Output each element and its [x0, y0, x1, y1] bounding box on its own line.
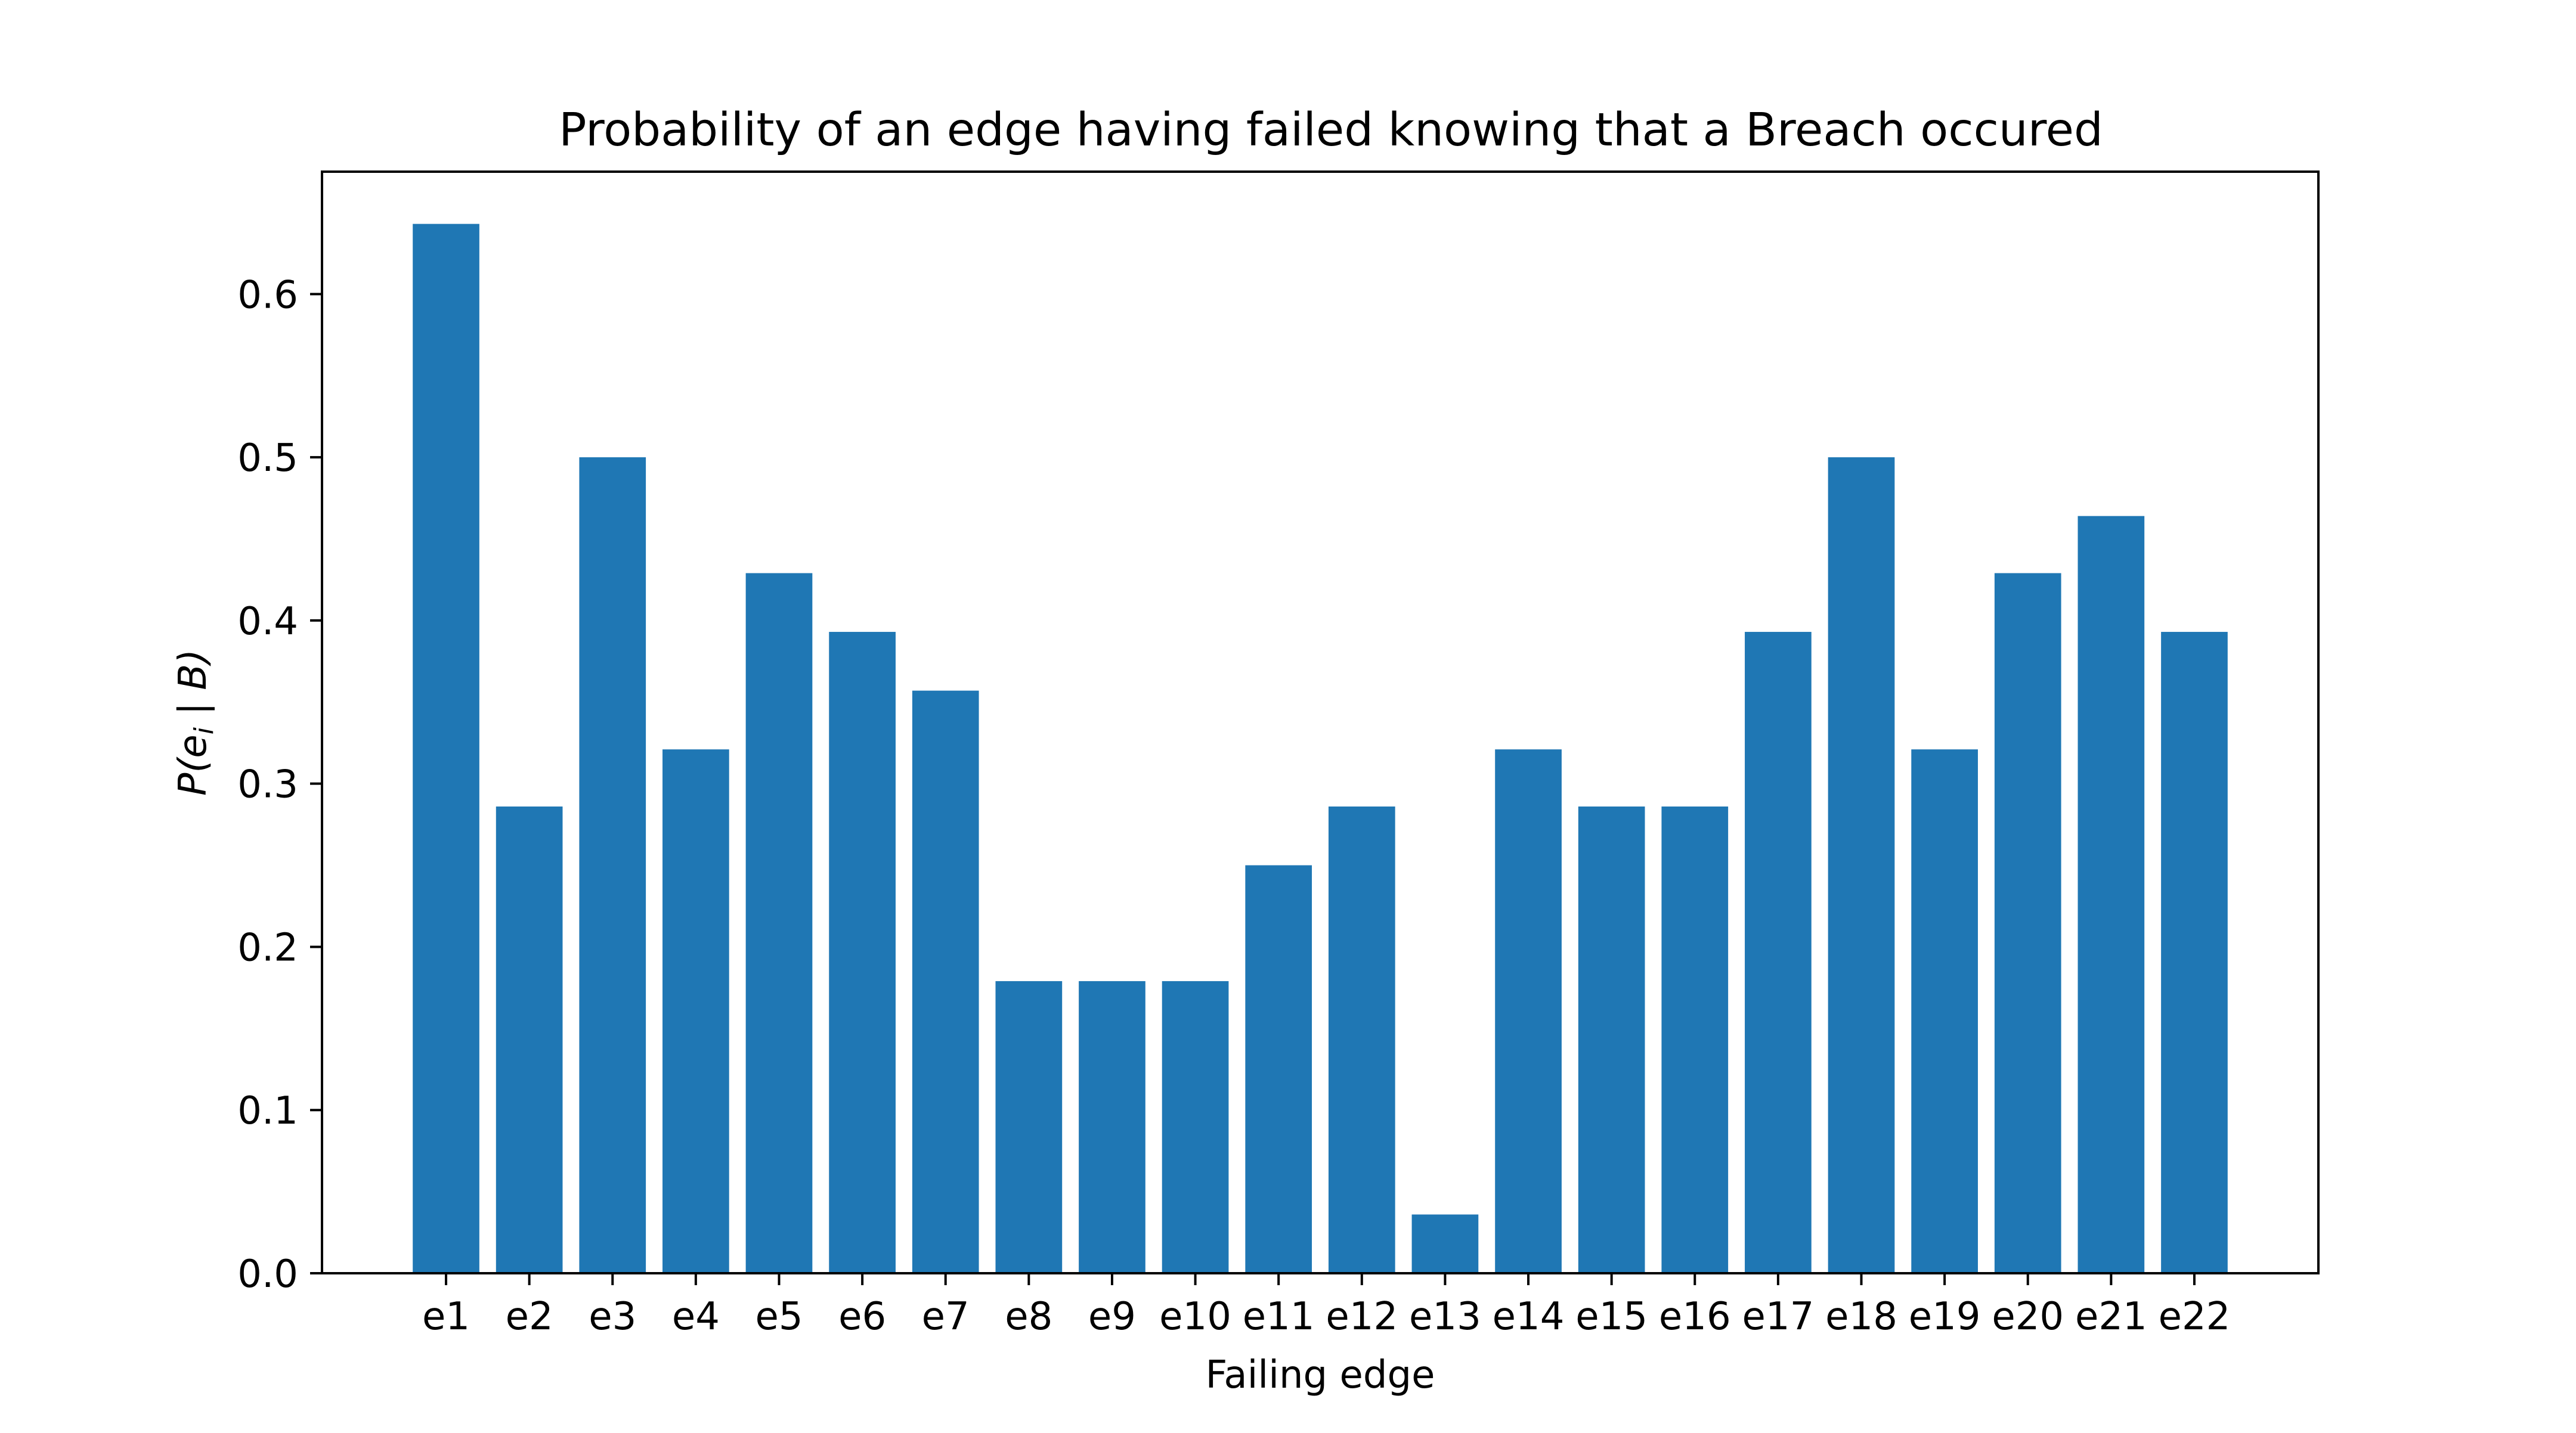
- bar-e14: [1495, 749, 1562, 1273]
- y-tick-label-0.5: 0.5: [237, 436, 298, 480]
- x-tick-label-e13: e13: [1409, 1295, 1481, 1339]
- x-ticks-group: e1 e2 e3 e4 e5 e6 e7 e8 e9 e10 e11 e12 e13 e14 e15 e16 e…: [422, 1273, 2230, 1339]
- bar-e7: [912, 690, 979, 1273]
- y-axis-label-subscript: i: [189, 727, 219, 734]
- bar-e3: [579, 457, 646, 1273]
- x-tick-label-e3: e3: [589, 1295, 636, 1339]
- bar-e4: [662, 749, 729, 1273]
- bar-e15: [1578, 806, 1645, 1273]
- bar-e20: [1994, 573, 2061, 1273]
- x-tick-label-e11: e11: [1243, 1295, 1315, 1339]
- bar-e21: [2077, 516, 2145, 1273]
- x-tick-label-e2: e2: [506, 1295, 553, 1339]
- x-axis-label: Failing edge: [1205, 1353, 1435, 1397]
- bar-e22: [2161, 632, 2228, 1273]
- x-tick-label-e21: e21: [2075, 1295, 2147, 1339]
- x-tick-label-e18: e18: [1825, 1295, 1897, 1339]
- x-tick-label-e6: e6: [838, 1295, 886, 1339]
- chart-title: Probability of an edge having failed kno…: [559, 104, 2103, 157]
- bar-e8: [995, 981, 1063, 1273]
- x-tick-label-e20: e20: [1992, 1295, 2064, 1339]
- x-tick-label-e22: e22: [2159, 1295, 2231, 1339]
- x-tick-label-e1: e1: [422, 1295, 470, 1339]
- x-tick-label-e8: e8: [1005, 1295, 1052, 1339]
- x-tick-label-e10: e10: [1159, 1295, 1231, 1339]
- x-tick-label-e4: e4: [672, 1295, 720, 1339]
- x-tick-label-e5: e5: [755, 1295, 803, 1339]
- x-tick-label-e7: e7: [922, 1295, 970, 1339]
- x-tick-label-e16: e16: [1659, 1295, 1731, 1339]
- bar-e12: [1328, 806, 1395, 1273]
- y-tick-label-0.2: 0.2: [237, 926, 298, 970]
- bar-e16: [1661, 806, 1729, 1273]
- x-tick-label-e9: e9: [1088, 1295, 1136, 1339]
- bars-group: [413, 224, 2228, 1273]
- bar-e19: [1911, 749, 1978, 1273]
- bar-e9: [1079, 981, 1145, 1273]
- bar-e2: [496, 806, 563, 1273]
- y-axis-label-suffix: | B): [171, 649, 215, 727]
- x-tick-label-e12: e12: [1326, 1295, 1398, 1339]
- bar-e10: [1162, 981, 1229, 1273]
- x-tick-label-e15: e15: [1575, 1295, 1648, 1339]
- y-tick-label-0.3: 0.3: [237, 763, 298, 807]
- bar-e6: [829, 632, 896, 1273]
- y-tick-label-0.1: 0.1: [237, 1089, 298, 1133]
- x-tick-label-e14: e14: [1493, 1295, 1565, 1339]
- y-ticks-group: 0.0 0.1 0.2 0.3 0.4 0.5 0.6: [237, 273, 322, 1296]
- y-tick-label-0.4: 0.4: [237, 600, 298, 644]
- bar-e11: [1245, 865, 1312, 1273]
- x-tick-label-e17: e17: [1742, 1295, 1814, 1339]
- y-axis-label: P(ei | B): [171, 649, 219, 796]
- y-axis-label-prefix: P(e: [171, 734, 215, 796]
- bar-e1: [413, 224, 479, 1273]
- bar-e17: [1745, 632, 1812, 1273]
- x-tick-label-e19: e19: [1909, 1295, 1981, 1339]
- y-tick-label-0.0: 0.0: [237, 1252, 298, 1296]
- bar-e18: [1828, 457, 1895, 1273]
- y-tick-label-0.6: 0.6: [237, 273, 298, 317]
- plot-frame: [321, 170, 2320, 1274]
- bar-e13: [1411, 1214, 1479, 1273]
- bar-e5: [745, 573, 813, 1273]
